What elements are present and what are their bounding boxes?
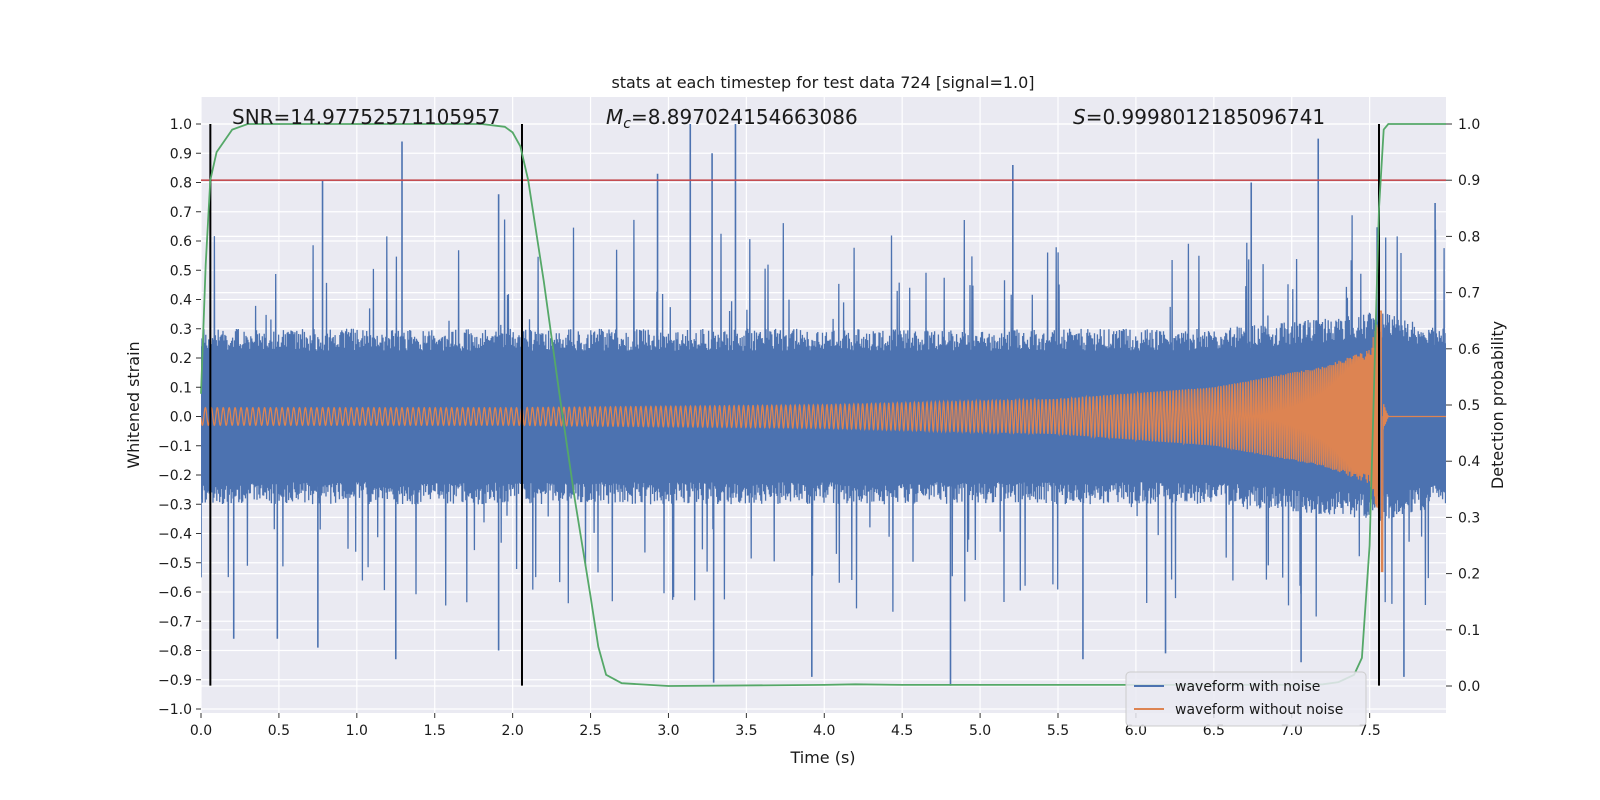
y-tick-label: 0.3 — [170, 322, 192, 338]
x-tick-label: 2.5 — [579, 723, 601, 739]
x-tick-label: 5.5 — [1047, 723, 1069, 739]
x-tick-label: 1.0 — [346, 723, 368, 739]
legend-box — [1125, 671, 1367, 727]
y-right-tick-label: 0.0 — [1458, 679, 1480, 695]
x-tick-label: 3.0 — [657, 723, 679, 739]
series-detection-probability — [200, 123, 1446, 687]
y-tick-label: −0.6 — [158, 585, 192, 601]
x-tick-label: 4.5 — [891, 723, 913, 739]
y-tick-label: 0.2 — [170, 351, 192, 367]
chirp-mass-subscript: c — [623, 116, 631, 132]
y-tick-label: 0.8 — [170, 176, 192, 192]
y-tick-label: −0.3 — [158, 497, 192, 513]
y-tick-label: −1.0 — [158, 702, 192, 718]
x-tick-label: 4.0 — [813, 723, 835, 739]
y-tick-label: −0.8 — [158, 644, 192, 660]
y-tick-label: 0.1 — [170, 380, 192, 396]
legend-label-clean: waveform without noise — [1175, 702, 1343, 718]
x-tick-label: 0.5 — [268, 723, 290, 739]
y-tick-label: −0.5 — [158, 556, 192, 572]
clean-waveform-path — [201, 310, 1446, 573]
y-tick-label: 0.9 — [170, 146, 192, 162]
snr-annotation: SNR=14.97752571105957 — [232, 105, 500, 129]
chirp-mass-symbol: M — [606, 105, 623, 129]
y-right-tick-label: 1.0 — [1458, 117, 1480, 133]
y-right-tick-label: 0.2 — [1458, 567, 1480, 583]
x-tick-label: 5.0 — [969, 723, 991, 739]
chart-title: stats at each timestep for test data 724… — [611, 73, 1034, 92]
y-tick-label: 0.7 — [170, 205, 192, 221]
y-right-tick-label: 0.5 — [1458, 398, 1480, 414]
y-tick-label: 0.0 — [170, 410, 192, 426]
legend-label-noise: waveform with noise — [1175, 679, 1320, 695]
y-right-tick-label: 0.7 — [1458, 286, 1480, 302]
y-tick-label: −0.1 — [158, 439, 192, 455]
y-right-axis-label: Detection probability — [1488, 321, 1507, 489]
x-tick-label: 2.0 — [502, 723, 524, 739]
y-tick-label: −0.9 — [158, 673, 192, 689]
y-axis-label: Whitened strain — [124, 341, 143, 468]
y-right-tick-label: 0.3 — [1458, 510, 1480, 526]
axis-ticks: 0.0 0.5 1.0 1.5 2.0 2.5 3.0 3.5 4.0 4.5 5.0 5.5 6.0 6… — [158, 117, 1480, 739]
x-tick-label: 0.0 — [190, 723, 212, 739]
series-waveform-without-noise — [201, 310, 1446, 573]
x-tick-label: 7.5 — [1359, 723, 1381, 739]
y-right-tick-label: 0.6 — [1458, 342, 1480, 358]
y-right-tick-label: 0.9 — [1458, 173, 1480, 189]
chirp-mass-value: =8.897024154663086 — [631, 105, 858, 129]
y-tick-label: −0.2 — [158, 468, 192, 484]
y-tick-label: −0.7 — [158, 614, 192, 630]
y-tick-label: 1.0 — [170, 117, 192, 133]
chirp-mass-annotation: Mc=8.897024154663086 — [606, 105, 858, 132]
score-symbol: S — [1073, 105, 1086, 129]
x-tick-label: 3.5 — [735, 723, 757, 739]
probability-curve — [200, 123, 1446, 687]
x-tick-label: 1.5 — [424, 723, 446, 739]
y-right-tick-label: 0.4 — [1458, 454, 1480, 470]
y-tick-label: 0.6 — [170, 234, 192, 250]
y-right-tick-label: 0.8 — [1458, 229, 1480, 245]
y-tick-label: 0.5 — [170, 263, 192, 279]
x-tick-label: 6.5 — [1203, 723, 1225, 739]
legend: waveform with noise waveform without noi… — [1125, 671, 1367, 727]
x-tick-label: 6.0 — [1125, 723, 1147, 739]
y-tick-label: 0.4 — [170, 293, 192, 309]
score-value: =0.9998012185096741 — [1086, 105, 1325, 129]
x-tick-label: 7.0 — [1281, 723, 1303, 739]
x-axis-label: Time (s) — [789, 748, 855, 767]
score-annotation: S=0.9998012185096741 — [1073, 105, 1325, 129]
y-right-tick-label: 0.1 — [1458, 623, 1480, 639]
y-tick-label: −0.4 — [158, 527, 192, 543]
